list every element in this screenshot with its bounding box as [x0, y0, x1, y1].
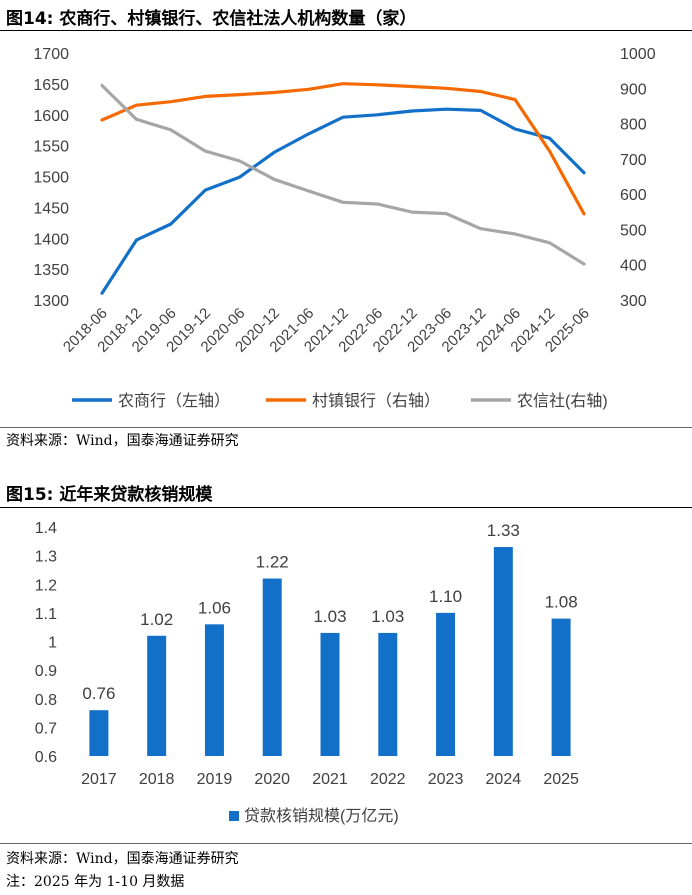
y-axis-tick-label: 1.1	[35, 606, 57, 623]
bar-data-label: 1.03	[313, 607, 346, 626]
bar-data-label: 1.06	[198, 598, 231, 617]
y-axis-tick-label: 0.7	[35, 720, 57, 737]
bar-data-label: 0.76	[82, 684, 115, 703]
figure15-title: 图15: 近年来贷款核销规模	[6, 485, 213, 505]
legend-label-1: 农商行（左轴）	[118, 392, 230, 410]
right-axis-tick-label: 1000	[620, 46, 656, 63]
legend-label-3: 农信社(右轴)	[517, 392, 608, 410]
right-axis-tick-label: 900	[620, 81, 647, 98]
figure14-title-rule	[0, 30, 692, 31]
bar-data-label: 1.33	[487, 521, 520, 540]
x-axis-tick-label: 2018	[139, 771, 175, 788]
bar-2022	[378, 632, 398, 756]
x-axis-tick-label: 2017	[81, 771, 117, 788]
figure15-bar-chart: 0.6 0.7 0.8 0.9 1 1.1 1.2 1.3 1.4 0.76 2017 1.02 201…	[35, 520, 579, 825]
figure15-source: 资料来源：Wind，国泰海通证券研究	[6, 851, 239, 867]
x-axis-tick-label: 2025	[543, 771, 579, 788]
figure14-line-chart: 1300 1350 1400 1450 1500 1550 1600 1650 1700 300 4…	[33, 46, 656, 410]
legend-label-2: 村镇银行（右轴）	[312, 392, 440, 410]
left-axis-tick-label: 1600	[33, 108, 69, 125]
left-axis-tick-label: 1400	[33, 231, 69, 248]
right-axis-tick-label: 800	[620, 117, 647, 134]
right-axis-tick-label: 600	[620, 187, 647, 204]
figure15-title-rule	[0, 507, 692, 508]
y-axis-tick-label: 0.8	[35, 692, 57, 709]
bar-2025	[551, 618, 571, 756]
x-axis-tick-label: 2021	[312, 771, 348, 788]
right-axis-tick-label: 400	[620, 258, 647, 275]
x-axis-tick-label: 2023	[428, 771, 464, 788]
x-axis-tick-label: 2019	[197, 771, 233, 788]
figure15-bottom-rule	[0, 843, 692, 844]
x-axis-tick-label: 2020	[254, 771, 290, 788]
figure14-source: 资料来源：Wind，国泰海通证券研究	[6, 433, 239, 449]
left-axis-tick-label: 1350	[33, 262, 69, 279]
bar-2023	[436, 612, 456, 756]
y-axis-tick-label: 0.9	[35, 663, 57, 680]
bar-2019	[204, 624, 224, 756]
bar-data-label: 1.10	[429, 587, 462, 606]
bar-data-label: 1.02	[140, 610, 173, 629]
left-axis-tick-label: 1700	[33, 46, 69, 63]
left-axis-tick-label: 1500	[33, 170, 69, 187]
figure15-note: 注：2025 年为 1-10 月数据	[6, 874, 185, 890]
right-axis-tick-label: 300	[620, 293, 647, 310]
series-line-1	[100, 107, 586, 295]
bar-data-label: 1.08	[545, 593, 578, 612]
bar-data-label: 1.03	[371, 607, 404, 626]
bar-2020	[262, 578, 282, 756]
legend-label: 贷款核销规模(万亿元)	[244, 807, 399, 825]
figure14-bottom-rule	[0, 427, 692, 428]
bar-2021	[320, 632, 340, 756]
y-axis-tick-label: 1.4	[35, 520, 57, 537]
series-line-3	[100, 83, 586, 266]
y-axis-tick-label: 1	[48, 635, 57, 652]
x-axis-tick-label: 2022	[370, 771, 406, 788]
figure14-title: 图14: 农商行、村镇银行、农信社法人机构数量（家）	[6, 9, 417, 29]
left-axis-tick-label: 1650	[33, 77, 69, 94]
legend-swatch	[229, 811, 239, 821]
y-axis-tick-label: 0.6	[35, 749, 57, 766]
right-axis-tick-label: 500	[620, 222, 647, 239]
y-axis-tick-label: 1.2	[35, 577, 57, 594]
bar-2024	[493, 547, 513, 756]
left-axis-tick-label: 1550	[33, 139, 69, 156]
left-axis-tick-label: 1300	[33, 293, 69, 310]
y-axis-tick-label: 1.3	[35, 549, 57, 566]
bar-2017	[89, 710, 109, 756]
bar-data-label: 1.22	[256, 553, 289, 572]
left-axis-tick-label: 1450	[33, 200, 69, 217]
series-line-2	[100, 82, 586, 216]
x-axis-tick-label: 2024	[486, 771, 522, 788]
bar-2018	[147, 635, 167, 756]
right-axis-tick-label: 700	[620, 152, 647, 169]
